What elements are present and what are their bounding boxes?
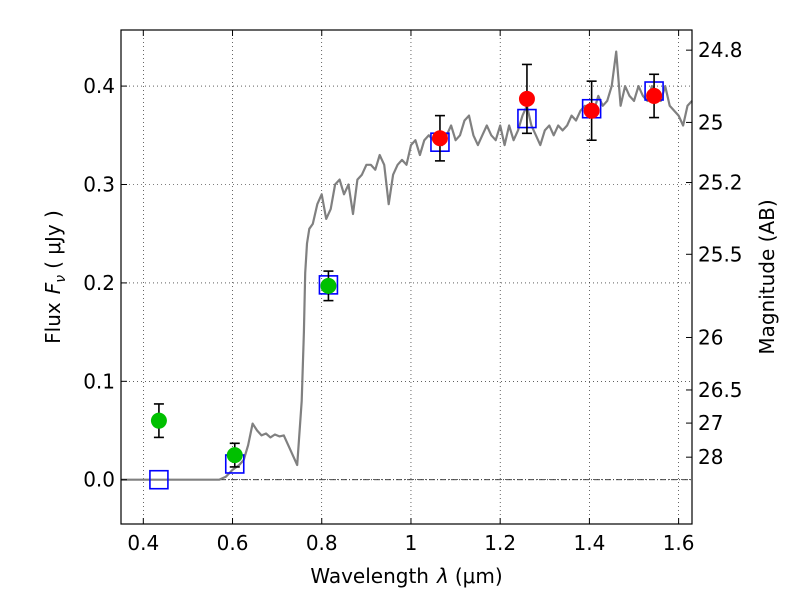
magnitude-tick-label: 25 [698,110,723,134]
points-layer [149,63,664,490]
observed-circle-point [583,102,600,119]
x-axis-title: Wavelength λ (μm) [310,564,502,588]
x-tick-label: 1.4 [573,531,605,555]
y-tick-label: 0.3 [83,172,115,196]
y-tick-label: 0.1 [83,369,115,393]
x-tick-label: 0.4 [127,531,159,555]
observed-circle-point [646,87,663,104]
magnitude-tick-label: 24.8 [698,38,743,62]
spectrum-line [121,50,693,481]
magnitude-tick-label: 25.2 [698,171,743,195]
axes-frame [120,29,693,525]
magnitude-tick-label: 26.5 [698,378,743,402]
y-tick-label: 0.0 [83,468,115,492]
spectrum-layer [121,50,693,481]
observed-circle-point [431,130,448,147]
magnitude-tick-label: 27 [698,411,723,435]
observed-circle-point [518,90,535,107]
grid-lines [121,30,692,524]
x-tick-label: 0.8 [306,531,338,555]
magnitude-tick-label: 26 [698,325,723,349]
magnitude-axis-title: Magnitude (AB) [755,199,779,354]
observed-circle-point [226,447,243,464]
y-tick-label: 0.2 [83,271,115,295]
x-tick-label: 1.2 [484,531,516,555]
y-axis-title: FluxFν( μJy ) [41,210,69,344]
observed-circle-point [150,412,167,429]
magnitude-tick-label: 25.5 [698,242,743,266]
x-tick-label: 1 [405,531,418,555]
observed-circle-point [320,277,337,294]
y-tick-label: 0.4 [83,74,115,98]
x-tick-label: 0.6 [217,531,249,555]
x-tick-label: 1.6 [663,531,695,555]
model-square-point [149,469,169,490]
magnitude-tick-label: 28 [698,445,723,469]
axis-ticks: 0.4 0.6 0.8 1 1.2 1.4 1.6 0.0 0.1 0.2 0.3 0.4 24.8 25… [83,30,743,555]
